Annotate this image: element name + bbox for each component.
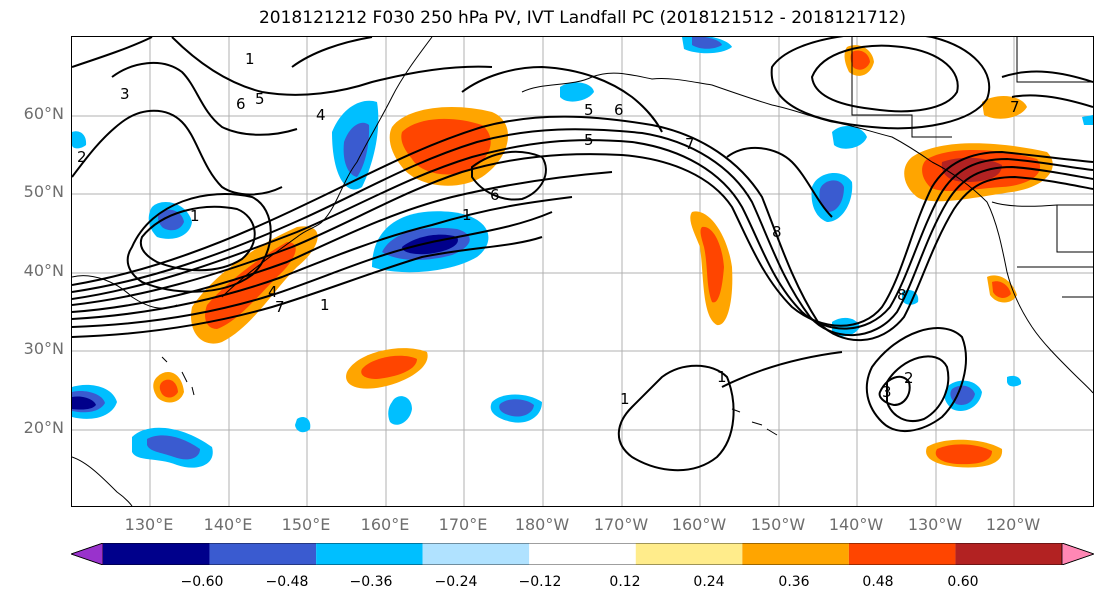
colorbar-tick-label: −0.60 xyxy=(180,574,224,590)
map-panel: 1 2 3 4 5 6 7 8 6 5 4 7 1 1 6 5 7 1 1 1 … xyxy=(71,36,1094,507)
colorbar-extend-max xyxy=(1061,543,1094,565)
contour-label: 2 xyxy=(904,369,914,387)
negative-anomaly xyxy=(147,435,200,460)
colorbar-swatch xyxy=(422,543,530,565)
colorbar xyxy=(71,543,1094,565)
contour-label: 1 xyxy=(190,207,200,225)
contour-label: 1 xyxy=(620,390,630,408)
negative-anomaly xyxy=(832,317,860,337)
positive-anomaly xyxy=(935,444,992,465)
contour-label: 1 xyxy=(462,206,472,224)
longitude-label: 170°W xyxy=(593,515,649,534)
colorbar-swatch xyxy=(103,543,210,565)
longitude-label: 130°W xyxy=(907,515,963,534)
negative-anomaly xyxy=(343,122,370,177)
colorbar-tick-label: 0.60 xyxy=(947,574,979,590)
contour-label: 3 xyxy=(882,383,892,401)
contour-label: 6 xyxy=(614,101,624,119)
colorbar-tick-label: 0.36 xyxy=(778,574,810,590)
contour-label: 3 xyxy=(120,85,130,103)
colorbar-tick-label: 0.24 xyxy=(693,574,725,590)
colorbar-swatch xyxy=(209,543,317,565)
colorbar-tick-label: −0.48 xyxy=(265,574,309,590)
latitude-label: 50°N xyxy=(23,182,64,201)
contour-label: 7 xyxy=(1010,98,1020,116)
contour-label: 6 xyxy=(490,186,500,204)
contour-label: 5 xyxy=(255,90,265,108)
colorbar-extend-min xyxy=(71,543,104,565)
contour-label: 4 xyxy=(268,283,278,301)
positive-anomaly xyxy=(850,50,870,70)
contour-label: 5 xyxy=(584,131,594,149)
colorbar-tick-label: 0.48 xyxy=(862,574,894,590)
positive-anomaly xyxy=(992,281,1011,298)
negative-anomaly xyxy=(832,125,867,149)
longitude-label: 150°W xyxy=(750,515,806,534)
positive-anomaly xyxy=(941,157,1002,182)
longitude-label: 140°E xyxy=(203,515,253,534)
map-title: 2018121212 F030 250 hPa PV, IVT Landfall… xyxy=(258,8,906,28)
colorbar-swatch xyxy=(848,543,956,565)
longitude-label: 130°E xyxy=(124,515,174,534)
negative-anomaly xyxy=(950,385,975,405)
longitude-label: 160°E xyxy=(360,515,410,534)
contour-label: 7 xyxy=(685,135,695,153)
colorbar-swatch xyxy=(529,543,636,565)
negative-anomaly xyxy=(72,396,96,410)
negative-anomaly xyxy=(295,417,311,433)
coastlines xyxy=(72,37,1093,506)
positive-anomaly xyxy=(159,379,178,398)
contour-label: 6 xyxy=(236,95,246,113)
negative-anomaly xyxy=(388,396,412,425)
longitude-label: 120°W xyxy=(985,515,1041,534)
negative-anomaly xyxy=(692,37,722,49)
contour-label: 8 xyxy=(897,286,907,304)
contour-label: 1 xyxy=(320,296,330,314)
longitude-label: 150°E xyxy=(281,515,331,534)
contour-label: 5 xyxy=(584,101,594,119)
longitude-label: 160°W xyxy=(671,515,727,534)
latitude-label: 40°N xyxy=(23,261,64,280)
positive-anomaly xyxy=(700,226,724,303)
contour-label-group: 1 2 3 4 5 6 7 8 6 5 4 7 1 1 6 5 7 1 1 1 … xyxy=(77,50,1020,408)
map-canvas: 1 2 3 4 5 6 7 8 6 5 4 7 1 1 6 5 7 1 1 1 … xyxy=(72,37,1093,506)
negative-anomaly xyxy=(72,131,87,149)
negative-anomaly xyxy=(1082,115,1093,125)
colorbar-tick-label: −0.12 xyxy=(518,574,562,590)
colorbar-tick-label: −0.36 xyxy=(349,574,393,590)
colorbar-tick-label: −0.24 xyxy=(434,574,478,590)
contour-label: 1 xyxy=(717,368,727,386)
positive-anomaly xyxy=(982,95,1027,119)
positive-anomaly xyxy=(361,355,417,379)
contour-label: 4 xyxy=(316,106,326,124)
contour-label: 8 xyxy=(772,223,782,241)
latitude-label: 30°N xyxy=(23,339,64,358)
contour-label: 1 xyxy=(245,50,255,68)
negative-anomaly xyxy=(560,82,594,102)
negative-anomaly xyxy=(1007,375,1022,387)
longitude-label: 180°W xyxy=(514,515,570,534)
negative-anomaly xyxy=(499,399,534,417)
contour-label: 7 xyxy=(275,298,285,316)
latitude-label: 20°N xyxy=(23,418,64,437)
colorbar-swatch xyxy=(316,543,423,565)
longitude-label: 140°W xyxy=(828,515,884,534)
colorbar-swatch xyxy=(742,543,849,565)
pv-contours xyxy=(72,37,1093,472)
colorbar-tick-label: 0.12 xyxy=(609,574,641,590)
colorbar-swatch xyxy=(635,543,743,565)
longitude-label: 170°E xyxy=(438,515,488,534)
negative-anomaly xyxy=(157,209,184,231)
contour-label: 2 xyxy=(77,148,87,166)
latitude-label: 60°N xyxy=(23,104,64,123)
negative-anomaly xyxy=(819,180,844,212)
colorbar-swatch xyxy=(955,543,1062,565)
